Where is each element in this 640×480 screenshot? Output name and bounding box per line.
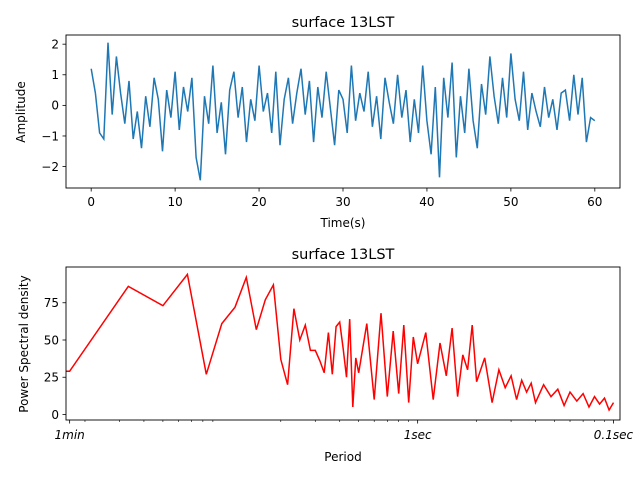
bottom-chart: surface 13LST 1min 1sec 0.1sec 0 25 50 75 Per… xyxy=(17,247,634,464)
top-x-ticks: 0 10 20 30 40 50 60 xyxy=(87,188,602,209)
bottom-y-tick-label: 75 xyxy=(44,296,59,310)
top-y-tick-label: 2 xyxy=(51,37,59,51)
bottom-plot-area xyxy=(66,272,615,412)
bottom-x-ticks: 1min 1sec 0.1sec xyxy=(55,420,634,442)
bottom-axes-frame xyxy=(65,266,621,421)
top-x-tick-label: 40 xyxy=(419,195,434,209)
top-x-tick-label: 10 xyxy=(167,195,182,209)
top-x-tick-label: 0 xyxy=(87,195,95,209)
top-y-tick-label: 0 xyxy=(51,99,59,113)
top-chart: surface 13LST 0 10 20 30 40 50 60 −2 −1 0 1 2 Time… xyxy=(14,15,621,230)
bottom-x-tick-label: 0.1sec xyxy=(594,428,634,442)
top-x-axis-label: Time(s) xyxy=(320,216,366,230)
top-y-ticks: −2 −1 0 1 2 xyxy=(41,37,66,174)
top-plot-area xyxy=(90,42,596,181)
psd-series-line xyxy=(66,272,615,412)
top-y-tick-label: 1 xyxy=(51,68,59,82)
bottom-x-axis-label: Period xyxy=(324,450,361,464)
top-x-tick-label: 50 xyxy=(503,195,518,209)
top-x-tick-label: 30 xyxy=(335,195,350,209)
bottom-y-tick-label: 25 xyxy=(44,371,59,385)
bottom-chart-title: surface 13LST xyxy=(292,247,395,263)
top-x-tick-label: 20 xyxy=(251,195,266,209)
amplitude-series-line xyxy=(90,42,596,181)
bottom-y-tick-label: 50 xyxy=(44,333,59,347)
bottom-x-tick-label: 1sec xyxy=(404,428,432,442)
top-axes-frame xyxy=(65,34,621,189)
bottom-y-axis-label: Power Spectral density xyxy=(17,275,31,412)
top-x-tick-label: 60 xyxy=(587,195,602,209)
bottom-y-ticks: 0 25 50 75 xyxy=(44,296,66,422)
top-y-axis-label: Amplitude xyxy=(14,81,28,143)
top-y-tick-label: −2 xyxy=(41,160,59,174)
top-y-tick-label: −1 xyxy=(41,129,59,143)
bottom-y-tick-label: 0 xyxy=(51,408,59,422)
bottom-x-tick-label: 1min xyxy=(55,428,85,442)
top-chart-title: surface 13LST xyxy=(292,15,395,31)
